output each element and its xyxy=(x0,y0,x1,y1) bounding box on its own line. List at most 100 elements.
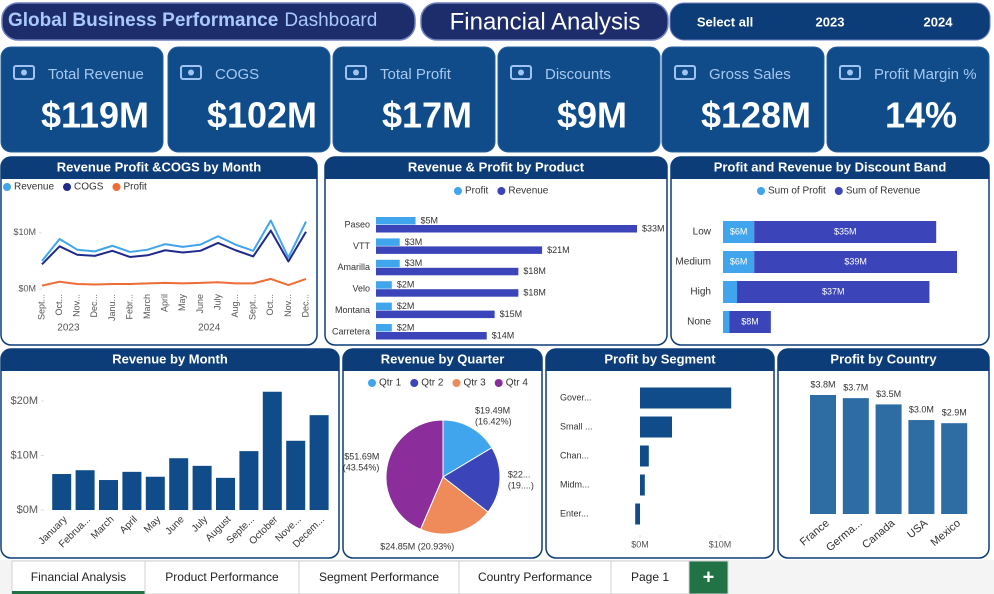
bar xyxy=(52,474,72,510)
legend-swatch xyxy=(497,187,506,195)
data-label: $2.9M xyxy=(942,408,967,418)
bar xyxy=(640,445,649,467)
data-label: $3.0M xyxy=(909,404,934,414)
x-tick-label: May xyxy=(177,294,187,312)
title-box xyxy=(1,2,416,41)
kpi-value: $128M xyxy=(701,95,811,136)
y-tick-label: High xyxy=(690,287,711,298)
x-tick-label: $10M xyxy=(709,539,732,549)
kpi-card xyxy=(332,46,496,153)
data-label: $21M xyxy=(547,245,570,255)
kpi-icon-dot xyxy=(847,69,853,76)
panel-header-base xyxy=(1,168,317,179)
x-tick-label: Sept... xyxy=(248,294,258,320)
legend-label: Qtr 4 xyxy=(506,378,529,389)
y-tick-label: Enter... xyxy=(560,508,589,518)
sheet-tab-label[interactable]: Country Performance xyxy=(478,570,592,584)
legend-swatch xyxy=(112,183,121,191)
bar-segment xyxy=(729,311,771,333)
data-label: $5M xyxy=(421,215,439,225)
kpi-icon-dot xyxy=(353,69,359,76)
kpi-icon xyxy=(345,65,367,80)
kpi-icon-dot xyxy=(682,69,688,76)
data-label: $3M xyxy=(405,258,423,268)
bar-segment xyxy=(754,251,957,273)
page-subtitle: Financial Analysis xyxy=(450,8,641,35)
sheet-tab[interactable] xyxy=(610,560,690,594)
label-line: $24.85M (20.93%) xyxy=(380,542,454,552)
sheet-tab-label[interactable]: + xyxy=(703,566,715,588)
slicer-option[interactable]: 2023 xyxy=(816,14,845,29)
sheet-tab[interactable] xyxy=(458,560,612,594)
title-main: Global Business Performance xyxy=(8,10,278,31)
bar xyxy=(810,395,836,514)
kpi-label: Discounts xyxy=(545,66,611,83)
data-label: $24.85M (20.93%) xyxy=(380,542,454,552)
kpi-icon-dot xyxy=(518,69,524,76)
sheet-tab-label[interactable]: Product Performance xyxy=(165,570,279,584)
y-tick-label: Medium xyxy=(675,257,711,268)
x-tick-label: July xyxy=(212,294,222,311)
y-tick-label: $20M xyxy=(10,395,38,407)
slicer-option[interactable]: Select all xyxy=(697,14,753,29)
bar xyxy=(635,503,640,525)
bar xyxy=(286,440,306,510)
sheet-tab-label[interactable]: Page 1 xyxy=(631,570,669,584)
kpi-icon xyxy=(180,65,202,80)
bar xyxy=(376,267,519,276)
data-label: $35M xyxy=(834,226,857,236)
kpi-icon-dot xyxy=(188,69,194,76)
legend-swatch xyxy=(410,379,419,387)
kpi-card xyxy=(167,46,331,153)
data-label: $6M xyxy=(730,226,748,236)
bar-segment xyxy=(723,221,755,243)
data-label: $18M xyxy=(523,288,546,298)
kpi-icon xyxy=(839,65,861,80)
sheet-tab[interactable] xyxy=(11,560,146,594)
kpi-label: COGS xyxy=(215,66,259,83)
y-tick-label: $10M xyxy=(10,449,38,461)
bar xyxy=(145,476,165,510)
kpi-card xyxy=(0,46,164,153)
panel-title: Revenue by Month xyxy=(112,351,228,366)
legend-label: COGS xyxy=(74,182,104,193)
y-tick-label: Paseo xyxy=(344,219,370,229)
bar xyxy=(640,387,732,409)
legend-label: Sum of Profit xyxy=(768,186,826,197)
sheet-tab[interactable] xyxy=(688,560,729,594)
subtitle-box xyxy=(420,2,669,41)
kpi-card xyxy=(497,46,661,153)
y-tick-label: Gover... xyxy=(560,392,592,402)
bar xyxy=(262,391,282,510)
data-label: $37M xyxy=(822,286,845,296)
kpi-value: 14% xyxy=(885,95,957,136)
legend-label: Profit xyxy=(123,182,147,193)
kpi-label: Total Revenue xyxy=(48,66,144,83)
bar xyxy=(376,332,487,340)
slicer-option[interactable]: 2024 xyxy=(924,14,954,29)
title-suffix: Dashboard xyxy=(284,10,377,31)
pie-slice xyxy=(442,447,501,513)
legend-swatch xyxy=(757,187,765,195)
bar xyxy=(192,465,212,510)
kpi-icon xyxy=(13,65,35,80)
data-label: $39M xyxy=(844,256,867,266)
panel-title: Revenue Profit &COGS by Month xyxy=(57,159,261,174)
label-line: $19.49M xyxy=(475,406,510,416)
bar xyxy=(122,471,142,510)
panel-title: Profit by Country xyxy=(830,351,937,366)
dashboard-title: Global Business Performance Dashboard xyxy=(8,10,377,31)
kpi-icon xyxy=(510,65,532,80)
sheet-tab[interactable] xyxy=(144,560,300,594)
data-label: $51.69M (43.54%) xyxy=(343,452,380,473)
sheet-tab-label[interactable]: Segment Performance xyxy=(319,570,439,584)
bar-segment xyxy=(723,311,730,333)
data-label: $2M xyxy=(397,301,415,311)
pie-slice xyxy=(385,419,444,531)
data-label: $22... (19....) xyxy=(508,470,534,491)
sheet-tab-label[interactable]: Financial Analysis xyxy=(31,570,126,584)
label-line: (19....) xyxy=(508,481,534,491)
panel-header-base xyxy=(325,168,667,179)
